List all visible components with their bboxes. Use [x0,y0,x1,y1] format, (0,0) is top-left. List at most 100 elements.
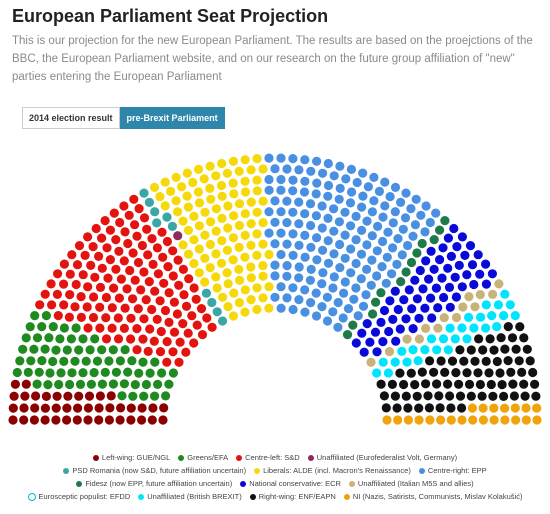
seat-unaffiliated-british-brexit [443,345,453,355]
legend-item-fidesz-now-epp-future-affiliation-uncertain[interactable]: Fidesz (now EPP, future affiliation unce… [76,479,232,488]
seat-right-wing-enf-eapn [457,403,467,413]
legend-item-psd-romania-now-s-d-future-affiliation-uncertain[interactable]: PSD Romania (now S&D, future affiliation… [63,466,246,475]
seat-liberals-alde-incl-macron-s-renaissance [252,304,262,315]
seat-greens-efa [75,379,86,389]
legend-item-centre-right-epp[interactable]: Centre-right: EPP [418,466,487,475]
seat-centre-right-epp [328,283,338,293]
seat-left-wing-gue-ngl [72,415,82,425]
seat-centre-left-s-d [123,238,133,249]
seat-liberals-alde-incl-macron-s-renaissance [212,283,222,293]
seat-right-wing-enf-eapn [503,322,513,332]
legend-item-greens-efa[interactable]: Greens/EFA [178,453,228,462]
seat-right-wing-enf-eapn [390,391,400,401]
seat-centre-right-epp [300,176,310,186]
seat-left-wing-gue-ngl [20,391,30,401]
legend-item-unaffiliated-british-brexit[interactable]: Unaffiliated (British BREXIT) [138,492,242,501]
seat-centre-left-s-d [113,334,124,344]
seat-centre-right-epp [306,298,316,308]
seat-liberals-alde-incl-macron-s-renaissance [216,258,227,268]
legend-item-centre-left-s-d[interactable]: Centre-left: S&D [236,453,300,462]
seat-liberals-alde-incl-macron-s-renaissance [173,207,183,217]
seat-liberals-alde-incl-macron-s-renaissance [252,175,262,185]
seat-centre-right-epp [318,168,328,178]
legend-swatch [76,481,83,488]
seat-right-wing-enf-eapn [421,379,431,389]
seat-liberals-alde-incl-macron-s-renaissance [160,201,170,211]
legend-item-liberals-alde-incl-macron-s-renaissance[interactable]: Liberals: ALDE (incl. Macron's Renaissan… [254,466,411,475]
seat-centre-left-s-d [97,233,107,243]
seat-centre-right-epp [328,307,338,317]
legend-item-unaffiliated-eurofederalist-volt-germany[interactable]: Unaffiliated (Eurofederalist Volt, Germa… [307,453,457,462]
seat-right-wing-enf-eapn [519,333,529,343]
legend-item-eurosceptic-populist-efdd[interactable]: Eurosceptic populist: EFDD [27,492,130,502]
seat-right-wing-enf-eapn [484,368,494,378]
seat-right-wing-enf-eapn [455,391,466,401]
seat-centre-right-epp [317,302,327,312]
seat-national-conservative-ecr [385,296,395,306]
seat-greens-efa [92,356,103,366]
legend-item-left-wing-gue-ngl[interactable]: Left-wing: GUE/NGL [92,453,170,462]
seat-centre-left-s-d [168,246,178,256]
seat-centre-left-s-d [113,313,123,323]
parliament-chart [8,153,542,425]
seat-liberals-alde-incl-macron-s-renaissance [200,253,210,263]
legend-swatch [27,493,36,502]
seat-liberals-alde-incl-macron-s-renaissance [258,196,268,206]
seat-centre-left-s-d [90,272,100,282]
legend-item-right-wing-enf-eapn[interactable]: Right-wing: ENF/EAPN [249,492,336,501]
seat-right-wing-enf-eapn [376,379,386,389]
seat-liberals-alde-incl-macron-s-renaissance [189,235,199,245]
seat-left-wing-gue-ngl [84,391,95,401]
seat-unaffiliated-british-brexit [420,345,430,355]
seat-right-wing-enf-eapn [466,391,476,401]
seat-psd-romania-now-s-d-future-affiliation-uncertain [144,197,154,207]
seat-liberals-alde-incl-macron-s-renaissance [246,165,256,175]
seat-right-wing-enf-eapn [454,379,464,389]
seat-liberals-alde-incl-macron-s-renaissance [171,172,181,182]
seat-right-wing-enf-eapn [412,391,422,401]
seat-unaffiliated-italian-m5s-and-allies [458,302,468,312]
legend-item-national-conservative-ecr[interactable]: National conservative: ECR [240,479,341,488]
seat-centre-left-s-d [169,297,179,307]
legend-label: NI (Nazis, Satirists, Communists, Mislav… [352,492,523,501]
seat-greens-efa [145,368,155,378]
tab-pre-brexit-parliament[interactable]: pre-Brexit Parliament [119,107,225,129]
seat-liberals-alde-incl-macron-s-renaissance [234,298,244,308]
seat-centre-left-s-d [119,201,129,211]
seat-centre-left-s-d [95,282,106,292]
seat-centre-right-epp [276,303,286,313]
seat-centre-left-s-d [126,313,136,323]
seat-ni-nazis-satirists-communists-mislav-kolaku-i [521,415,531,425]
seat-centre-right-epp [406,204,416,214]
legend-item-unaffiliated-italian-m5s-and-allies[interactable]: Unaffiliated (Italian M5S and allies) [348,479,474,488]
seat-unaffiliated-italian-m5s-and-allies [439,313,449,323]
seat-fidesz-now-epp-future-affiliation-uncertain [417,238,427,249]
seat-liberals-alde-incl-macron-s-renaissance [228,156,238,166]
seat-national-conservative-ecr [372,347,382,357]
seat-greens-efa [164,379,174,389]
seat-liberals-alde-incl-macron-s-renaissance [155,192,165,202]
seat-right-wing-enf-eapn [530,379,540,389]
seat-centre-right-epp [346,221,356,231]
seat-right-wing-enf-eapn [406,368,416,378]
seat-centre-right-epp [329,226,339,236]
seat-centre-left-s-d [196,304,207,314]
seat-national-conservative-ecr [457,232,467,242]
seat-centre-left-s-d [175,337,185,347]
seat-centre-right-epp [312,156,322,166]
seat-psd-romania-now-s-d-future-affiliation-uncertain [207,297,217,308]
seat-right-wing-enf-eapn [531,391,541,401]
legend-label: Right-wing: ENF/EAPN [258,492,336,501]
legend-item-ni-nazis-satirists-communists-mislav-kolaku-i[interactable]: NI (Nazis, Satirists, Communists, Mislav… [343,492,523,501]
seat-ni-nazis-satirists-communists-mislav-kolaku-i [446,415,456,425]
seat-centre-right-epp [340,230,350,240]
tab-2014-election-result[interactable]: 2014 election result [22,107,120,129]
seat-centre-right-epp [294,197,304,207]
seat-liberals-alde-incl-macron-s-renaissance [234,220,244,231]
seat-liberals-alde-incl-macron-s-renaissance [223,201,233,211]
seat-centre-right-epp [351,258,361,269]
seat-greens-efa [32,333,43,343]
chart-legend: Left-wing: GUE/NGL Greens/EFA Centre-left:… [0,451,550,503]
seat-centre-left-s-d [155,296,165,306]
seat-right-wing-enf-eapn [451,368,461,378]
